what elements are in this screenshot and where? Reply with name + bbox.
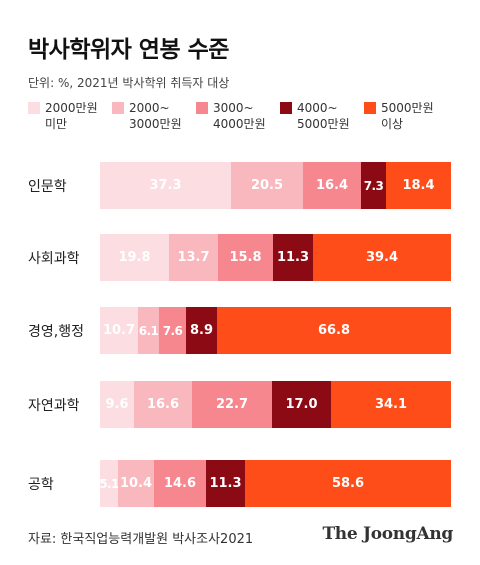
bar-segment: 19.8 (100, 234, 169, 281)
data-label: 13.7 (177, 250, 210, 265)
bar-segment: 16.4 (303, 162, 361, 209)
data-label: 9.6 (105, 397, 129, 412)
data-label: 7.3 (363, 178, 384, 193)
legend-swatch (364, 102, 376, 114)
legend-swatch (28, 102, 40, 114)
bar-segment: 10.4 (118, 460, 154, 507)
bar-segment: 20.5 (231, 162, 303, 209)
data-label: 5.1 (99, 476, 119, 491)
data-label: 16.4 (315, 178, 349, 193)
legend-item: 2000~ 3000만원 (112, 100, 201, 132)
category-label: 인문학 (28, 178, 67, 195)
legend-label: 4000~ 5000만원 (297, 100, 369, 132)
chart-title: 박사학위자 연봉 수준 (28, 37, 229, 63)
bar-segment: 15.8 (218, 234, 273, 281)
data-label: 17.0 (285, 397, 318, 412)
bar-segment: 58.6 (245, 460, 451, 507)
bar-segment: 18.4 (386, 162, 451, 209)
legend-item: 4000~ 5000만원 (280, 100, 369, 132)
legend-item: 3000~ 4000만원 (196, 100, 285, 132)
data-label: 8.9 (189, 323, 214, 338)
legend-label: 2000~ 3000만원 (129, 100, 201, 132)
bar-segment: 13.7 (169, 234, 218, 281)
bar-segment: 11.3 (273, 234, 313, 281)
data-label: 18.4 (402, 178, 435, 193)
data-label: 10.4 (119, 476, 153, 491)
data-label: 10.7 (102, 323, 136, 338)
category-label: 공학 (28, 476, 54, 493)
unit-note: 단위: %, 2021년 박사학위 취득자 대상 (28, 76, 230, 90)
legend-label-line: 4000만원 (213, 117, 266, 131)
data-label: 19.8 (118, 250, 151, 265)
legend-label: 3000~ 4000만원 (213, 100, 285, 132)
bar-segment: 66.8 (217, 307, 451, 354)
data-label: 16.6 (146, 397, 180, 412)
data-label: 11.3 (276, 250, 310, 265)
data-label: 6.1 (138, 323, 159, 338)
legend-label-line: 4000~ (297, 101, 338, 115)
legend-swatch (196, 102, 208, 114)
bar-segment: 34.1 (331, 381, 451, 428)
legend-label-line: 3000만원 (129, 117, 182, 131)
data-label: 58.6 (331, 476, 365, 491)
category-label: 자연과학 (28, 397, 80, 414)
bar-segment: 14.6 (154, 460, 206, 507)
bar-segment: 39.4 (313, 234, 451, 281)
legend-label-line: 5000만원 (381, 101, 434, 115)
data-label: 22.7 (215, 397, 249, 412)
data-label: 7.6 (162, 323, 183, 338)
data-label: 14.6 (163, 476, 197, 491)
bar-segment: 17.0 (272, 381, 331, 428)
bar-segment: 6.1 (138, 307, 159, 354)
legend-label-line: 3000~ (213, 101, 254, 115)
category-label: 경영,행정 (28, 323, 84, 340)
bar-segment: 5.1 (99, 460, 119, 507)
bar-segment: 16.6 (134, 381, 192, 428)
bar-segment: 11.3 (206, 460, 245, 507)
bar-segment: 9.6 (100, 381, 134, 428)
bar-segment: 10.7 (100, 307, 138, 354)
bar-segment: 7.3 (361, 162, 386, 209)
legend-label-line: 이상 (381, 117, 404, 131)
bar-segment: 7.6 (159, 307, 186, 354)
data-label: 34.1 (374, 397, 408, 412)
data-label: 15.8 (229, 250, 262, 265)
data-label: 39.4 (365, 250, 399, 265)
legend-label-line: 2000만원 (45, 101, 98, 115)
data-label: 11.3 (209, 476, 242, 491)
source-note: 자료: 한국직업능력개발원 박사조사2021 (28, 532, 254, 547)
data-label: 37.3 (149, 178, 182, 193)
data-label: 66.8 (317, 323, 351, 338)
bar-segment: 37.3 (100, 162, 231, 209)
bar-segment: 22.7 (192, 381, 272, 428)
joongang-logo: The JoongAng (322, 524, 453, 544)
legend-swatch (280, 102, 292, 114)
legend-label-line: 5000만원 (297, 117, 350, 131)
legend-label-line: 미만 (45, 117, 68, 131)
bar-segment: 8.9 (186, 307, 217, 354)
data-label: 20.5 (250, 178, 284, 193)
category-label: 사회과학 (28, 250, 80, 267)
legend-swatch (112, 102, 124, 114)
legend-label-line: 2000~ (129, 101, 170, 115)
